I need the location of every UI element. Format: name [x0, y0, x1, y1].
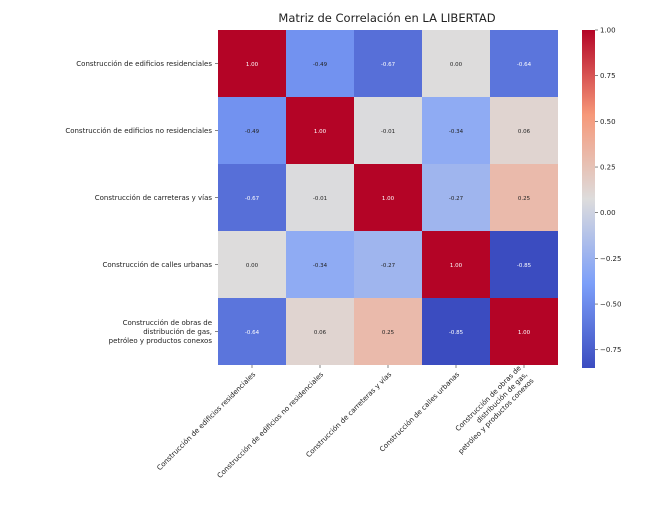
colorbar-tick-label: 0.50: [600, 118, 616, 126]
heatmap-cells: 1.00 -0.49 -0.67 0.00 -0.64 -0.49 1.00 -0.01 -0.…: [218, 30, 558, 365]
colorbar-tick-label: −0.75: [600, 346, 621, 354]
heatmap-cell: [218, 298, 286, 365]
column-label: Construcción de edificios no residencial…: [216, 370, 326, 480]
heatmap-cell: [218, 231, 286, 298]
colorbar: 1.00 0.75 0.50 0.25 0.00 −0.25 −0.50 −0.75: [582, 27, 621, 368]
cell-value-label: 1.00: [450, 263, 463, 269]
colorbar-tick-label: 1.00: [600, 27, 616, 35]
colorbar-tick-label: 0.75: [600, 72, 616, 80]
heatmap-cell: [422, 97, 490, 164]
cell-value-label: -0.01: [381, 129, 395, 135]
heatmap-cell: [354, 164, 422, 231]
heatmap-cell: [422, 231, 490, 298]
heatmap-cell: [218, 97, 286, 164]
cell-value-label: 0.00: [450, 62, 463, 68]
cell-value-label: -0.85: [449, 330, 464, 336]
cell-value-label: 1.00: [246, 62, 259, 68]
cell-value-label: -0.27: [381, 263, 396, 269]
row-label: Construcción de edificios no residencial…: [65, 127, 212, 135]
heatmap-cell: [286, 30, 354, 97]
cell-value-label: -0.34: [313, 263, 328, 269]
heatmap-cell: [286, 231, 354, 298]
heatmap-cell: [354, 231, 422, 298]
column-label: Construcción de calles urbanas: [378, 370, 461, 453]
heatmap-cell: [422, 164, 490, 231]
row-labels: Construcción de edificios residenciales C…: [65, 60, 218, 345]
heatmap-cell: [354, 97, 422, 164]
cell-value-label: 1.00: [314, 129, 327, 135]
colorbar-tick-label: 0.00: [600, 209, 616, 217]
chart-title: Matriz de Correlación en LA LIBERTAD: [278, 11, 495, 25]
heatmap-cell: [354, 30, 422, 97]
heatmap-cell: [354, 298, 422, 365]
heatmap-cell: [490, 231, 558, 298]
column-labels: Construcción de edificios residencialesC…: [156, 364, 536, 480]
cell-value-label: 0.25: [518, 196, 531, 202]
cell-value-label: 0.06: [518, 129, 531, 135]
heatmap-cell: [490, 97, 558, 164]
cell-value-label: 1.00: [382, 196, 395, 202]
row-label: Construcción de obras de distribución de …: [109, 319, 213, 345]
cell-value-label: -0.67: [245, 196, 260, 202]
cell-value-label: -0.67: [381, 62, 396, 68]
heatmap-cell: [286, 97, 354, 164]
heatmap-cell: [490, 298, 558, 365]
cell-value-label: -0.01: [313, 196, 327, 202]
heatmap-cell: [490, 30, 558, 97]
cell-value-label: -0.64: [517, 62, 532, 68]
cell-value-label: 1.00: [518, 330, 531, 336]
cell-value-label: 0.25: [382, 330, 395, 336]
cell-value-label: 0.00: [246, 263, 259, 269]
row-label: Construcción de calles urbanas: [102, 261, 212, 269]
row-label: Construcción de edificios residenciales: [76, 60, 212, 68]
heatmap-cell: [286, 298, 354, 365]
colorbar-tick-label: 0.25: [600, 164, 616, 172]
heatmap-cell: [218, 164, 286, 231]
cell-value-label: -0.27: [449, 196, 464, 202]
colorbar-tick-label: −0.50: [600, 301, 621, 309]
cell-value-label: -0.64: [245, 330, 260, 336]
row-label: Construcción de carreteras y vías: [95, 194, 213, 202]
heatmap-cell: [422, 30, 490, 97]
cell-value-label: -0.49: [313, 62, 328, 68]
cell-value-label: 0.06: [314, 330, 327, 336]
cell-value-label: -0.34: [449, 129, 464, 135]
heatmap-cell: [218, 30, 286, 97]
heatmap-cell: [490, 164, 558, 231]
cell-value-label: -0.85: [517, 263, 532, 269]
heatmap-cell: [422, 298, 490, 365]
heatmap-cell: [286, 164, 354, 231]
cell-value-label: -0.49: [245, 129, 260, 135]
colorbar-tick-label: −0.25: [600, 255, 621, 263]
